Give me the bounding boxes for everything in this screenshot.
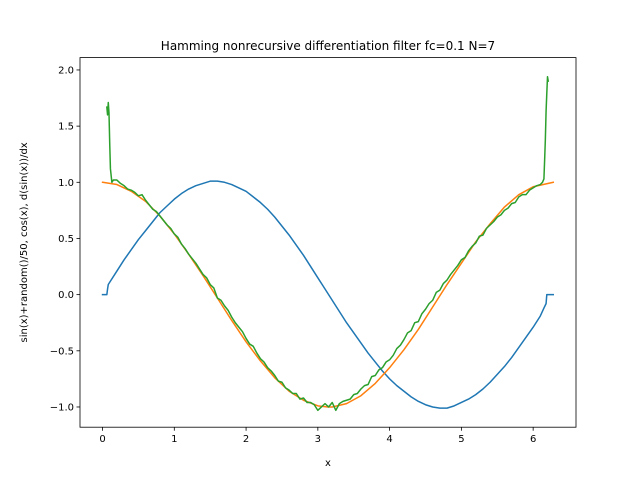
- x-axis-ticks: 0 1 2 3 4 5 6: [99, 427, 536, 445]
- x-tick-label: 1: [171, 434, 177, 445]
- y-tick-label: 1.0: [58, 178, 74, 189]
- y-axis-label: sin(x)+random()/50, cos(x), d(sin(x))/dx: [19, 142, 30, 342]
- plot-frame: [79, 57, 577, 428]
- x-axis-label: x: [325, 458, 331, 469]
- x-tick-label: 5: [458, 434, 464, 445]
- series-layer: [101, 75, 555, 412]
- series-line-1: [101, 180, 554, 409]
- x-tick-label: 4: [386, 434, 392, 445]
- y-tick-label: 1.5: [58, 122, 74, 133]
- x-tick-label: 0: [99, 434, 105, 445]
- y-tick-label: 0.5: [58, 234, 74, 245]
- y-tick-label: 2.0: [58, 66, 74, 77]
- y-axis-ticks: −1.0 −0.5 0.0 0.5 1.0 1.5 2.0: [50, 66, 80, 414]
- x-tick-label: 6: [530, 434, 536, 445]
- chart-title: Hamming nonrecursive differentiation fil…: [161, 39, 495, 53]
- series-line-3: [106, 75, 550, 412]
- x-tick-label: 3: [315, 434, 321, 445]
- x-tick-label: 2: [243, 434, 249, 445]
- y-tick-label: −1.0: [50, 403, 74, 414]
- y-tick-label: 0.0: [58, 290, 74, 301]
- y-tick-label: −0.5: [50, 346, 74, 357]
